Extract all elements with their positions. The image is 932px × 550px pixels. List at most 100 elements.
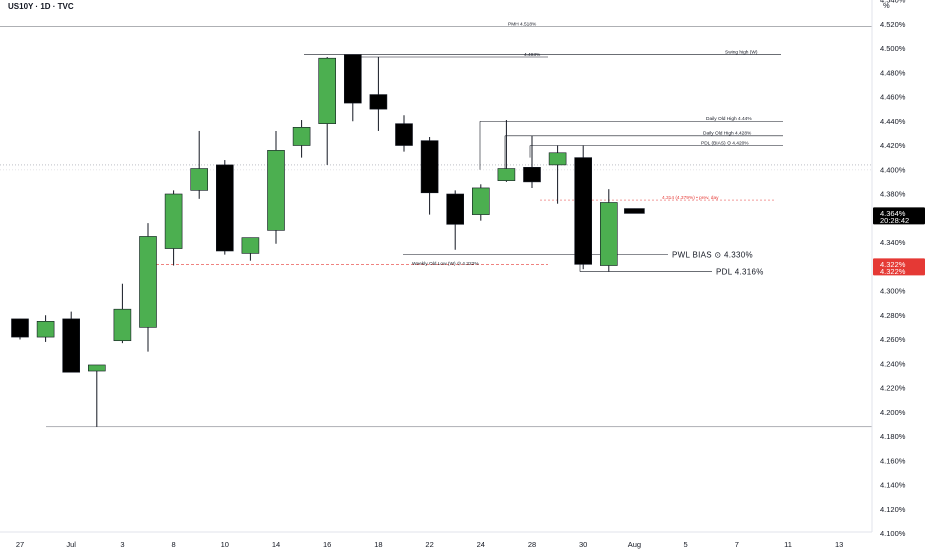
x-tick-label: 22	[425, 540, 433, 549]
level-label-weekly-old-low: Weekly Old Low (W) ⊙ 4.322%	[412, 261, 479, 267]
candle-body-down	[523, 167, 541, 183]
candle-body-up	[292, 127, 311, 146]
candle-body-down	[420, 140, 439, 194]
chart-title: US10Y · 1D · TVC	[8, 2, 74, 11]
y-tick-label: 4.160%	[880, 456, 906, 465]
candle-body-down	[446, 193, 465, 225]
candle-body-up	[267, 150, 285, 231]
candle	[420, 137, 439, 215]
y-tick-label: 4.220%	[880, 384, 906, 393]
level-label-pdl: PDL 4.316%	[716, 268, 764, 277]
candle-body-up	[599, 202, 618, 266]
x-tick-label: 24	[477, 540, 485, 549]
level-label-swing-high: Swing high (W)	[725, 49, 758, 55]
price-badges: 4.364%20:28:42 4.322%4.322%	[873, 207, 925, 276]
candle-body-down	[624, 208, 645, 214]
price-badge-line2: 4.322%	[880, 267, 906, 276]
y-tick-label: 4.440%	[880, 117, 906, 126]
candle-body-up	[113, 308, 132, 342]
level-label-daily-old-high-2: Daily Old High 4.428%	[703, 131, 752, 137]
candle-body-down	[369, 94, 388, 110]
time-axis[interactable]: 27 Jul 3 8 10 14 16 18 22 24 28 30 Aug 5 7 11 13	[0, 531, 872, 549]
level-lines: PMH 4.518% Swing high (W) 4.493% Daily Old …	[0, 21, 872, 428]
y-tick-label: 4.140%	[880, 481, 906, 490]
candle-body-up	[318, 57, 337, 124]
x-tick-label: 11	[784, 540, 792, 549]
candle-body-down	[62, 318, 81, 373]
candle	[318, 56, 337, 165]
y-tick-label: 4.380%	[880, 190, 906, 199]
x-tick-label: 10	[221, 540, 229, 549]
price-badge-line1: 4.364%	[880, 209, 906, 218]
candle-body-down	[216, 164, 234, 252]
candle	[471, 184, 490, 221]
candle	[446, 190, 465, 250]
candle	[190, 130, 208, 199]
y-tick-label: 4.120%	[880, 505, 906, 514]
candle	[343, 54, 362, 122]
x-tick-label: 7	[735, 540, 739, 549]
candle	[624, 208, 645, 214]
candle-body-down	[343, 54, 362, 104]
price-badge-last-price: 4.364%20:28:42	[873, 207, 925, 225]
candle	[88, 364, 106, 427]
y-tick-label: 4.240%	[880, 359, 906, 368]
y-tick-label: 4.400%	[880, 165, 906, 174]
candle-body-up	[139, 236, 157, 328]
candle	[241, 237, 260, 261]
candle-body-up	[190, 168, 208, 191]
y-tick-label: 4.460%	[880, 93, 906, 102]
candle	[164, 190, 183, 266]
candle	[599, 189, 618, 272]
candle	[216, 160, 234, 255]
level-label-daily-old-high-1: Daily Old High 4.44%	[706, 116, 752, 122]
level-label-level-4493: 4.493%	[524, 52, 541, 58]
candle-body-up	[497, 168, 516, 181]
y-tick-label: 4.340%	[880, 238, 906, 247]
x-tick-label: Jul	[66, 540, 76, 549]
y-tick-label: 4.100%	[880, 529, 906, 538]
y-tick-label: 4.520%	[880, 20, 906, 29]
y-tick-label: 4.300%	[880, 287, 906, 296]
price-badge-line1: 4.322%	[880, 260, 906, 269]
x-tick-label: Aug	[628, 540, 641, 549]
x-tick-label: 14	[272, 540, 280, 549]
candle-body-up	[241, 237, 260, 254]
x-tick-label: 13	[835, 540, 843, 549]
candle	[62, 311, 81, 373]
candles	[11, 54, 645, 427]
level-label-pdl-bias: PDL (BIAS) ⊙ 4.420%	[701, 140, 749, 146]
candle	[497, 120, 516, 182]
candle	[11, 318, 29, 340]
candle-body-down	[574, 157, 593, 265]
candle-body-down	[11, 318, 29, 338]
x-tick-label: 27	[16, 540, 24, 549]
candle-body-down	[395, 123, 413, 146]
price-badge-bg	[873, 207, 925, 225]
x-tick-label: 16	[323, 540, 331, 549]
axis-unit-label: %	[883, 1, 890, 10]
price-badge-bg	[873, 258, 925, 276]
candle	[523, 135, 541, 188]
y-tick-label: 4.260%	[880, 335, 906, 344]
candle	[267, 130, 285, 244]
y-tick-label: 4.500%	[880, 44, 906, 53]
candle-body-up	[471, 187, 490, 215]
level-label-pwl-bias: PWL BIAS ⊙ 4.330%	[672, 251, 753, 260]
y-tick-label: 4.180%	[880, 432, 906, 441]
candle	[395, 115, 413, 152]
x-tick-label: 28	[528, 540, 536, 549]
candle	[36, 315, 55, 342]
candle	[369, 56, 388, 131]
level-label-pmh: PMH 4.518%	[508, 21, 537, 27]
candle	[548, 145, 567, 204]
x-tick-label: 30	[579, 540, 587, 549]
y-tick-label: 4.540%	[880, 0, 906, 5]
y-tick-label: 4.480%	[880, 68, 906, 77]
y-tick-label: 4.420%	[880, 141, 906, 150]
candle	[574, 145, 593, 270]
candle	[292, 120, 311, 158]
price-badge-red-badge: 4.322%4.322%	[873, 258, 925, 276]
candle-body-up	[548, 152, 567, 166]
